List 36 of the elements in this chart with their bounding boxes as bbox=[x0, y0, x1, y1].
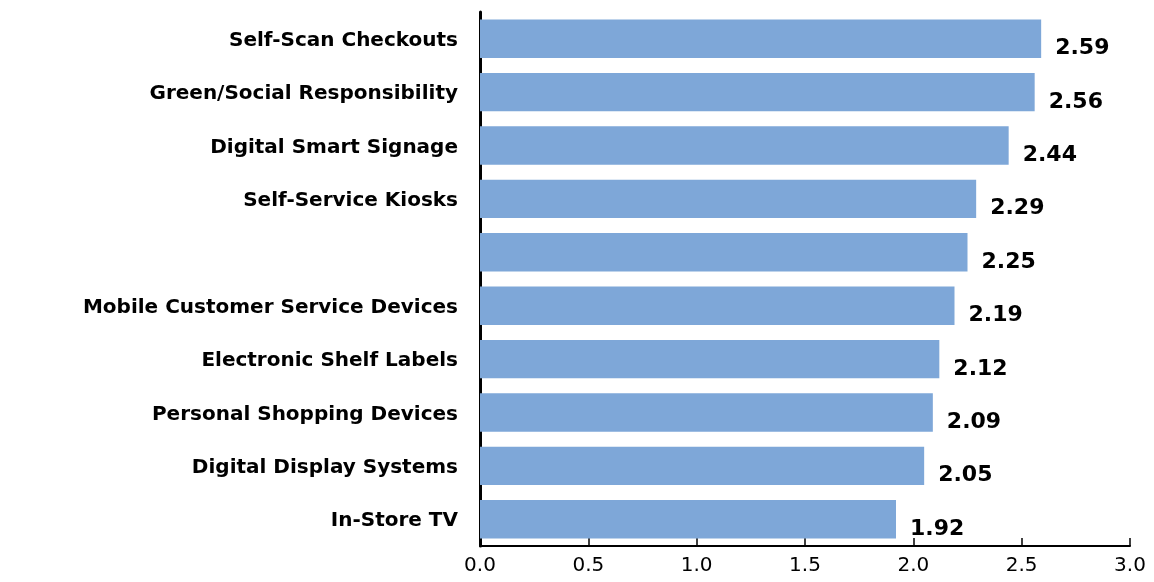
bar bbox=[480, 286, 955, 325]
bar bbox=[480, 126, 1009, 165]
y-tick-label: Digital Smart Signage bbox=[210, 133, 458, 158]
x-tick-label: 3.0 bbox=[1114, 552, 1146, 576]
bar bbox=[480, 19, 1042, 58]
data-label: 2.25 bbox=[981, 247, 1036, 273]
bar bbox=[480, 179, 977, 219]
bar bbox=[480, 446, 925, 486]
bar bbox=[480, 339, 940, 379]
data-label: 1.92 bbox=[910, 514, 965, 540]
y-tick-label: Digital Display Systems bbox=[191, 453, 458, 478]
data-label: 2.44 bbox=[1022, 141, 1077, 166]
y-tick-label: Electronic Shelf Labels bbox=[201, 347, 458, 372]
y-tick-label: In-Store TV bbox=[330, 507, 459, 532]
y-tick-label: Self-Service Kiosks bbox=[243, 186, 458, 211]
bar bbox=[480, 233, 968, 272]
x-tick-label: 0.5 bbox=[572, 552, 605, 576]
x-tick-label: 2.0 bbox=[897, 552, 930, 576]
data-label: 2.09 bbox=[946, 408, 1002, 433]
data-label: 2.05 bbox=[938, 461, 993, 487]
x-tick-label: 2.5 bbox=[1005, 552, 1038, 576]
data-label: 2.59 bbox=[1055, 34, 1110, 60]
y-tick-label: Green/Social Responsibility bbox=[149, 80, 458, 105]
data-label: 2.12 bbox=[953, 354, 1008, 380]
x-tick-label: 1.5 bbox=[789, 552, 821, 576]
y-tick-label: Personal Shopping Devices bbox=[151, 400, 458, 425]
data-label: 2.29 bbox=[990, 194, 1045, 220]
y-tick-label: Self-Scan Checkouts bbox=[229, 26, 458, 51]
bar bbox=[480, 72, 1035, 112]
x-tick-label: 1.0 bbox=[680, 552, 713, 576]
x-tick-label: 0.0 bbox=[464, 552, 496, 576]
bar bbox=[480, 393, 933, 432]
data-label: 2.56 bbox=[1048, 87, 1103, 113]
y-tick-label: Mobile Customer Service Devices bbox=[82, 293, 458, 318]
bar bbox=[480, 500, 896, 539]
data-label: 2.19 bbox=[968, 301, 1023, 327]
